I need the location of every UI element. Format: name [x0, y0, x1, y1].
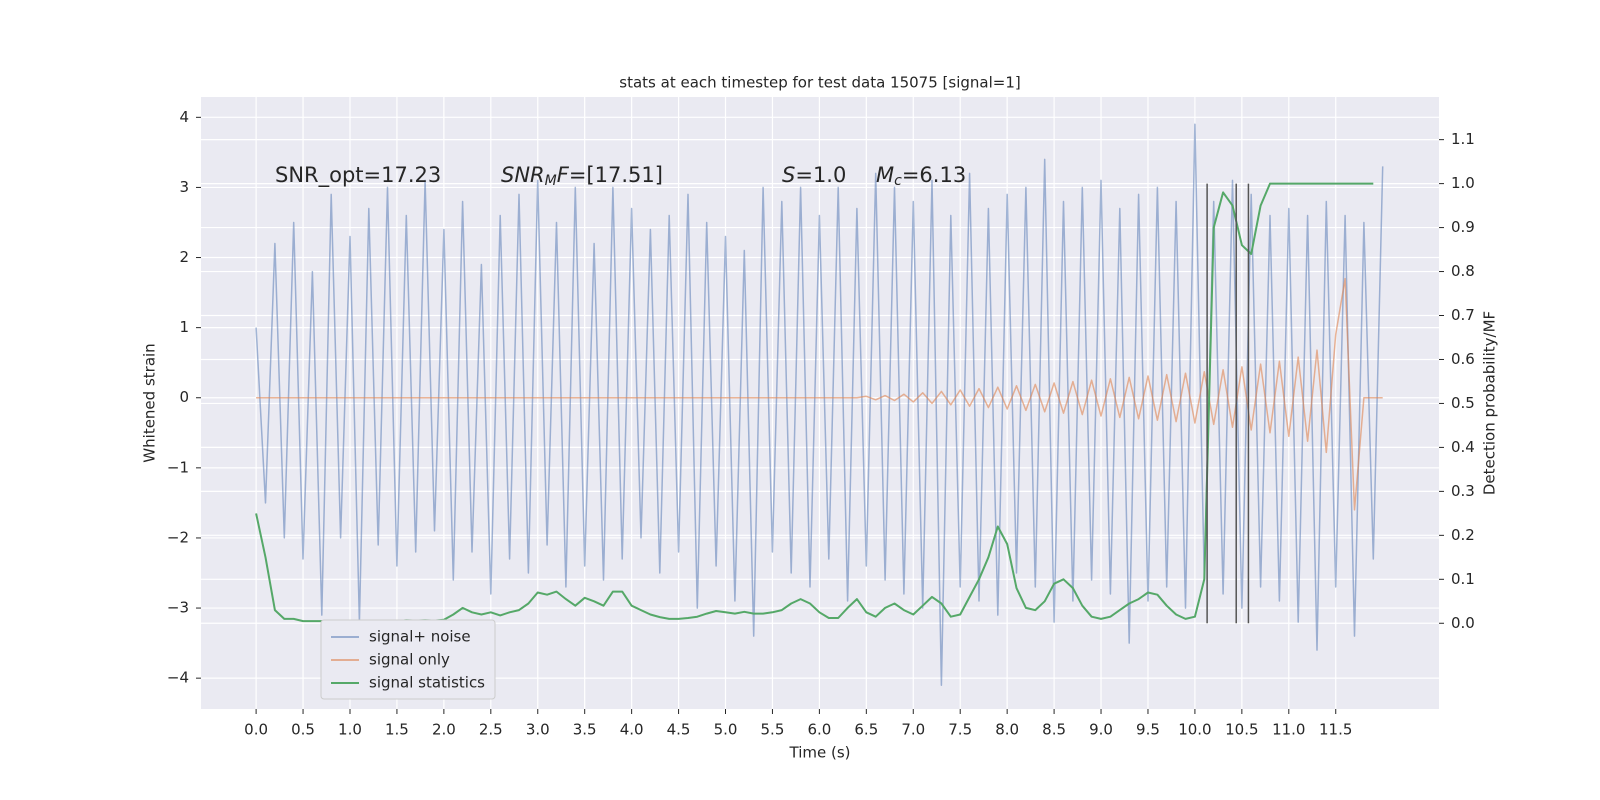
y-tick-label: −1 [167, 458, 189, 476]
y2-tick-label: 0.9 [1451, 218, 1475, 236]
annotation-part: =6.13 [902, 163, 966, 187]
x-tick-label: 8.5 [1042, 721, 1066, 739]
annotation: S=1.0 [782, 163, 846, 187]
x-tick-label: 0.5 [291, 721, 315, 739]
y2-tick-label: 0.6 [1451, 350, 1475, 368]
annotation-part: F [557, 163, 570, 187]
x-tick-label: 6.5 [854, 721, 878, 739]
x-tick-label: 3.5 [573, 721, 597, 739]
x-tick-label: 2.0 [432, 721, 456, 739]
y-tick-label: 4 [179, 108, 189, 126]
x-tick-label: 1.0 [338, 721, 362, 739]
x-tick-label: 9.0 [1089, 721, 1113, 739]
y2-tick-label: 0.3 [1451, 482, 1475, 500]
x-tick-label: 6.0 [807, 721, 831, 739]
y-tick-label: 0 [179, 388, 189, 406]
y2-tick-label: 0.1 [1451, 570, 1475, 588]
annotation: SNRMF=[17.51] [501, 163, 663, 189]
x-tick-label: 5.0 [714, 721, 738, 739]
annotation-part: S [782, 163, 795, 187]
y-tick-label: 1 [179, 318, 189, 336]
legend-label: signal only [369, 651, 450, 669]
x-tick-label: 7.5 [948, 721, 972, 739]
y2-tick-label: 1.0 [1451, 174, 1475, 192]
y-tick-label: 3 [179, 178, 189, 196]
annotation-part: M [545, 173, 557, 189]
y2-tick-label: 0.4 [1451, 438, 1475, 456]
x-tick-label: 3.0 [526, 721, 550, 739]
annotation-part: c [894, 173, 902, 189]
annotation: Mc=6.13 [876, 163, 966, 189]
y-tick-label: −2 [167, 528, 189, 546]
y2-tick-label: 1.1 [1451, 130, 1475, 148]
x-axis-label: Time (s) [789, 744, 851, 762]
y-tick-label: 2 [179, 248, 189, 266]
marks [255, 123, 1384, 686]
y-tick-label: −4 [167, 669, 189, 687]
y2-tick-label: 0.0 [1451, 614, 1475, 632]
legend-box [320, 619, 496, 700]
x-tick-label: 11.5 [1319, 721, 1352, 739]
y-tick-label: −3 [167, 599, 189, 617]
y2-tick-label: 0.7 [1451, 306, 1475, 324]
x-tick-label: 4.5 [667, 721, 691, 739]
x-tick-label: 4.0 [620, 721, 644, 739]
y2-tick-label: 0.8 [1451, 262, 1475, 280]
chart-title: stats at each timestep for test data 150… [619, 74, 1020, 92]
x-tick-label: 7.0 [901, 721, 925, 739]
y2-tick-label: 0.5 [1451, 394, 1475, 412]
annotation-part: =[17.51] [569, 163, 663, 187]
y-axis-label: Whitened strain [141, 343, 159, 462]
y2-tick-label: 0.2 [1451, 526, 1475, 544]
x-tick-label: 0.0 [244, 721, 268, 739]
legend-label: signal+ noise [369, 628, 471, 646]
x-tick-label: 9.5 [1136, 721, 1160, 739]
annotation-part: M [876, 163, 894, 187]
y2-axis-label: Detection probability/MF [1481, 311, 1499, 495]
x-tick-label: 2.5 [479, 721, 503, 739]
series-line [255, 123, 1384, 686]
annotation-part: SNR [501, 163, 545, 187]
x-tick-label: 5.5 [761, 721, 785, 739]
x-tick-label: 10.5 [1225, 721, 1258, 739]
x-tick-label: 11.0 [1272, 721, 1305, 739]
series-line [256, 277, 1383, 511]
legend-label: signal statistics [369, 674, 485, 692]
x-tick-label: 8.0 [995, 721, 1019, 739]
annotation: SNR_opt=17.23 [275, 163, 441, 188]
annotation-part: =1.0 [795, 163, 846, 187]
x-tick-label: 10.0 [1178, 721, 1211, 739]
x-tick-label: 1.5 [385, 721, 409, 739]
annotation-part: SNR_opt=17.23 [275, 163, 441, 188]
